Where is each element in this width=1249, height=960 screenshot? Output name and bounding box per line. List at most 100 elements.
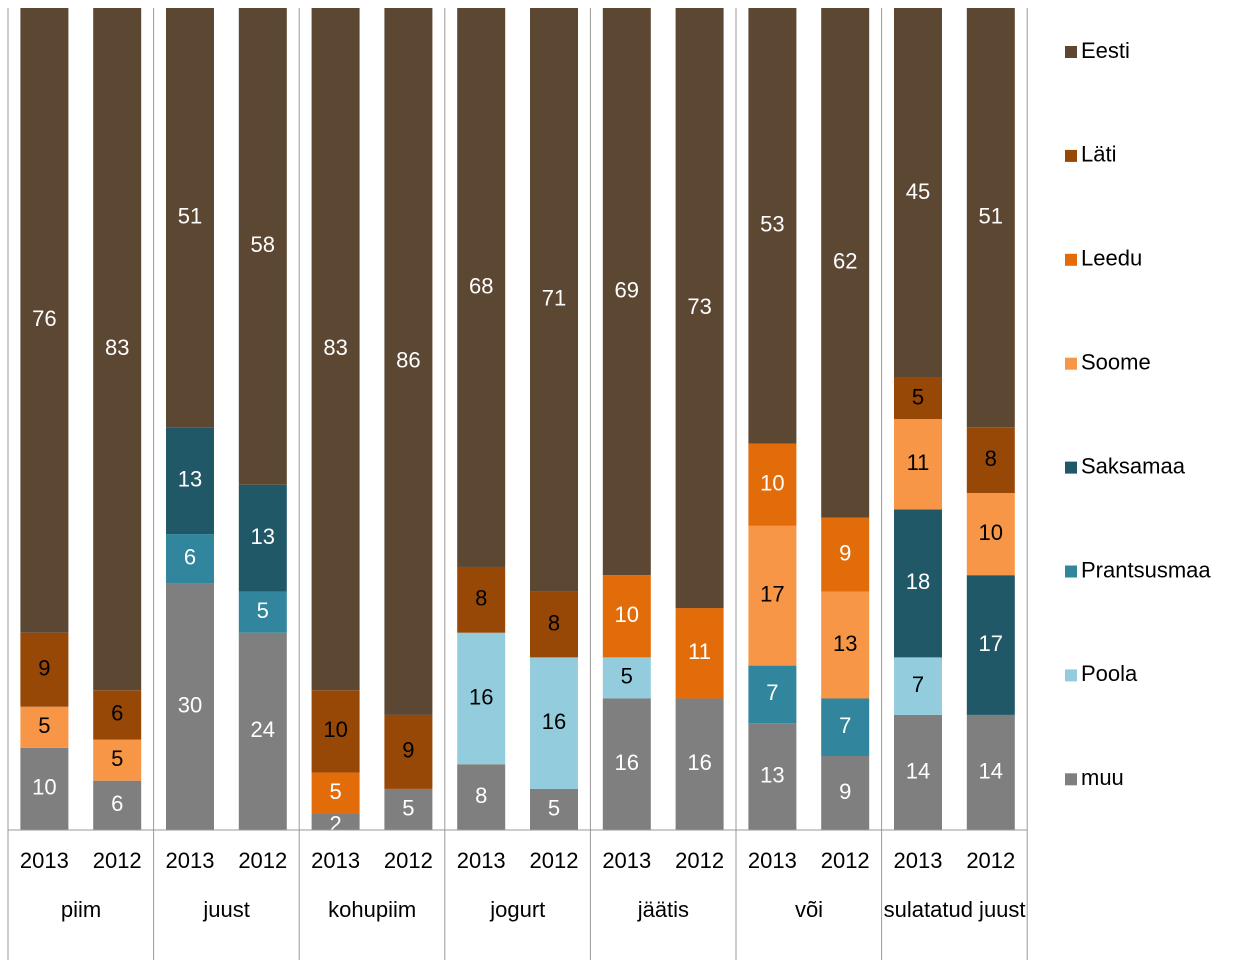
bar-segment [93,739,142,781]
bar-segment [384,788,433,830]
data-label: 14 [906,758,930,783]
x-tick-label: 2012 [530,848,579,873]
bar-segment [311,813,360,830]
legend-swatch [1065,669,1077,682]
x-tick-label: 2012 [384,848,433,873]
data-label: 5 [621,664,633,689]
x-tick-label: 2012 [821,848,870,873]
data-label: 83 [105,335,129,360]
data-label: 13 [760,762,784,787]
data-label: 16 [542,709,566,734]
data-label: 8 [475,586,487,611]
data-label: 51 [178,203,202,228]
x-tick-label: 2013 [602,848,651,873]
bar-segment [93,8,142,691]
legend-swatch [1065,149,1077,162]
data-label: 17 [760,582,784,607]
bar-segment [602,8,651,576]
bar-segment [894,419,942,510]
data-label: 5 [38,713,50,738]
bar-segment [530,591,578,658]
data-label: 9 [38,656,50,681]
data-label: 8 [985,446,997,471]
bar-segment [602,657,651,699]
x-tick-label: 2013 [20,848,69,873]
data-label: 9 [839,540,851,565]
bar-segment [966,8,1015,428]
data-label: 69 [615,277,639,302]
bar-segment [20,706,69,748]
bar-segment [894,657,942,715]
data-label: 51 [979,203,1003,228]
bar-segment [966,714,1015,830]
bar-segment [821,517,870,592]
data-label: 58 [251,232,275,257]
bar-segment [894,714,942,830]
bar-segment [166,427,214,535]
data-label: 45 [906,179,930,204]
data-label: 14 [979,758,1003,783]
bar-segment [166,8,214,428]
data-label: 6 [184,545,196,570]
data-label: 7 [839,713,851,738]
bar-segment [894,8,942,378]
data-label: 5 [111,746,123,771]
data-label: 13 [833,631,857,656]
data-label: 11 [907,450,930,475]
group-label: juust [203,897,250,922]
x-tick-label: 2012 [238,848,287,873]
data-label: 6 [111,791,123,816]
bar-segment [457,8,506,567]
bar-segment [821,8,870,518]
bar-segment [93,780,142,830]
bar-segment [748,665,797,724]
bar-segment [966,492,1015,576]
legend-swatch [1065,565,1077,578]
data-label: 5 [257,598,269,623]
bar-segment [530,657,578,789]
bar-segment [166,534,214,584]
bar-segment [602,575,651,658]
bar-segment [966,575,1015,715]
legend-label: Leedu [1081,246,1142,271]
data-label: 76 [32,306,56,331]
bar-segment [20,747,69,830]
data-label: 2 [329,812,341,837]
x-tick-label: 2013 [894,848,943,873]
legend-label: muu [1081,765,1124,790]
data-label: 30 [178,693,202,718]
bar-segment [20,8,69,633]
data-label: 62 [833,249,857,274]
bar-segment [93,690,142,740]
legend-swatch [1065,357,1077,370]
data-label: 7 [912,672,924,697]
bar-segment [821,591,870,699]
group-label: jogurt [490,897,546,922]
data-label: 8 [548,610,560,635]
group-label: sulatatud juust [883,897,1026,922]
legend-label: Saksamaa [1081,453,1186,478]
legend-swatch [1065,253,1077,266]
data-label: 9 [402,738,414,763]
legend-label: Eesti [1081,38,1130,63]
data-label: 73 [687,294,711,319]
bar-segment [675,698,724,830]
data-label: 8 [475,783,487,808]
legend-swatch [1065,46,1077,58]
bar-segment [311,772,360,814]
data-label: 5 [912,384,924,409]
bar-segment [748,8,797,444]
bar-segment [384,8,433,715]
x-tick-label: 2013 [311,848,360,873]
bar-segment [748,443,797,526]
data-label: 18 [906,569,930,594]
group-label: piim [60,897,102,922]
data-label: 9 [839,779,851,804]
bar-segment [238,484,287,592]
legend-swatch [1065,461,1077,474]
data-label: 17 [979,631,1003,656]
bar-segment [821,698,870,757]
data-label: 68 [469,273,493,298]
bar-segment [457,632,506,765]
data-label: 5 [402,795,414,820]
